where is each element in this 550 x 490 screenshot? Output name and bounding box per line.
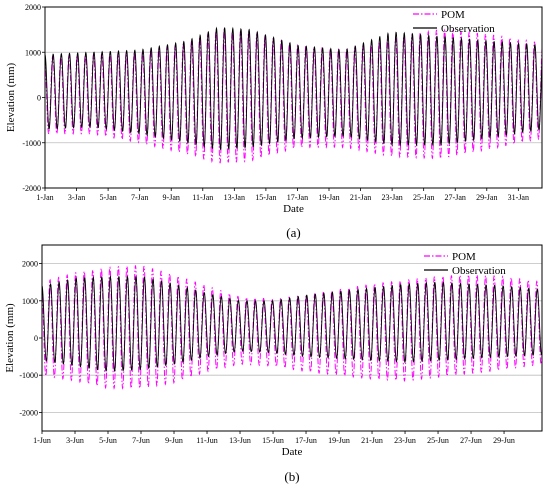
series-line-observation — [44, 26, 543, 151]
y-tick-label: 0 — [37, 94, 41, 103]
x-tick-label: 19-Jan — [318, 193, 339, 202]
x-tick-label: 1-Jun — [33, 436, 51, 445]
x-tick-label: 31-Jan — [508, 193, 529, 202]
x-tick-label: 11-Jun — [196, 436, 217, 445]
x-tick-label: 1-Jan — [36, 193, 53, 202]
y-tick-label: 2000 — [22, 260, 38, 269]
x-tick-label: 27-Jan — [445, 193, 466, 202]
x-tick-label: 17-Jun — [295, 436, 317, 445]
x-tick-label: 13-Jan — [224, 193, 245, 202]
x-tick-label: 27-Jun — [460, 436, 482, 445]
x-axis-title: Date — [283, 203, 304, 215]
x-tick-label: 7-Jun — [132, 436, 150, 445]
panel-caption: (a) — [286, 225, 300, 240]
panel-caption: (b) — [284, 469, 299, 484]
series-line-pom — [41, 264, 543, 390]
x-tick-label: 5-Jun — [99, 436, 117, 445]
chart-panel-b: -2000 -1000 0 1000 2000 1-Jun 3-Jun 5-Jun 7-Jun 9… — [4, 244, 543, 484]
x-tick-label: 25-Jan — [413, 193, 434, 202]
x-tick-label: 21-Jun — [361, 436, 383, 445]
y-tick-label: 1000 — [22, 297, 38, 306]
y-tick-label: -2000 — [19, 408, 38, 417]
x-tick-label: 9-Jun — [165, 436, 183, 445]
x-tick-label: 11-Jan — [192, 193, 213, 202]
x-tick-label: 19-Jun — [328, 436, 350, 445]
y-tick-label: -1000 — [22, 139, 41, 148]
x-tick-label: 17-Jan — [287, 193, 308, 202]
x-tick-label: 15-Jan — [255, 193, 276, 202]
x-tick-label: 7-Jan — [131, 193, 148, 202]
x-tick-label: 3-Jan — [68, 193, 85, 202]
x-tick-label: 5-Jan — [99, 193, 116, 202]
legend-label-pom: POM — [452, 251, 476, 263]
x-tick-label: 9-Jan — [163, 193, 180, 202]
series-line-pom — [44, 28, 543, 164]
y-tick-label: 0 — [34, 334, 38, 343]
x-tick-label: 3-Jun — [66, 436, 84, 445]
x-tick-label: 25-Jun — [427, 436, 449, 445]
x-tick-label: 21-Jan — [350, 193, 371, 202]
y-tick-label: -1000 — [19, 371, 38, 380]
legend-label-observation: Observation — [441, 23, 495, 35]
chart-panel-a: -2000 -1000 0 1000 2000 1-Jan 3-Jan 5-Jan 7-Jan 9… — [5, 3, 543, 240]
y-axis-title: Elevation (mm) — [4, 303, 16, 373]
y-axis-title: Elevation (mm) — [5, 62, 17, 132]
y-tick-label: 1000 — [25, 48, 41, 57]
x-tick-label: 23-Jun — [394, 436, 416, 445]
legend-label-pom: POM — [441, 9, 465, 21]
legend-label-observation: Observation — [452, 265, 506, 277]
x-tick-label: 23-Jan — [381, 193, 402, 202]
x-tick-label: 15-Jun — [262, 436, 284, 445]
y-tick-label: 2000 — [25, 3, 41, 12]
x-tick-label: 29-Jan — [476, 193, 497, 202]
x-axis-title: Date — [282, 446, 303, 458]
series-line-observation — [41, 275, 543, 372]
y-tick-label: -2000 — [22, 184, 41, 193]
x-tick-label: 29-Jun — [493, 436, 515, 445]
x-tick-label: 13-Jun — [229, 436, 251, 445]
